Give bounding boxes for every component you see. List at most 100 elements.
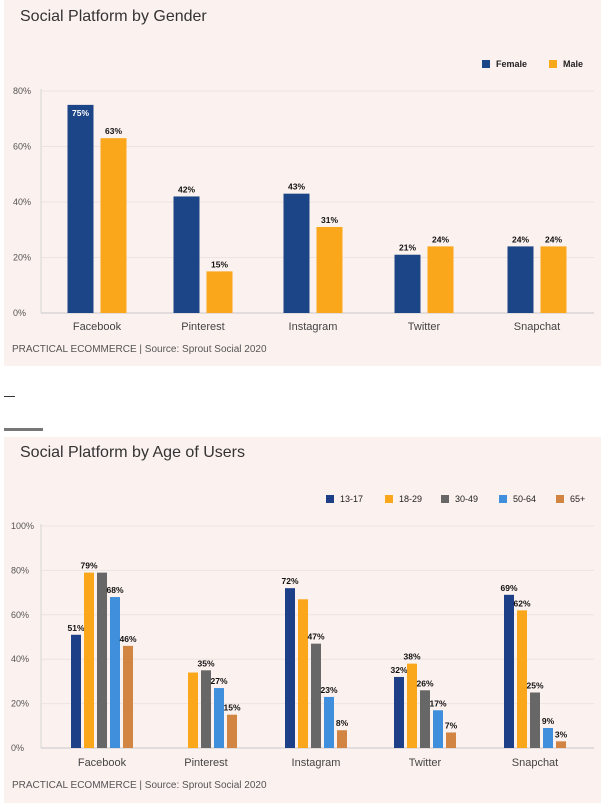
bar: [110, 597, 120, 748]
legend-label: 50-64: [513, 494, 536, 504]
data-label: 62%: [513, 598, 530, 608]
data-label: 79%: [80, 561, 97, 571]
y-tick-label: 40%: [13, 197, 31, 207]
y-tick-label: 60%: [13, 142, 31, 152]
bar: [407, 663, 417, 748]
bar: [504, 594, 514, 748]
bar: [433, 710, 443, 748]
data-label: 46%: [119, 634, 136, 644]
x-tick-label: Facebook: [78, 757, 127, 769]
age-chart-panel: 0% 20% 40% 60% 80% 100% 13-17 18-29 30-49 50-64 65…: [4, 437, 601, 803]
data-label: 72%: [281, 576, 298, 586]
legend-swatch: [326, 495, 334, 503]
bar: [188, 672, 198, 748]
bar: [427, 246, 454, 313]
data-label: 31%: [321, 215, 338, 225]
data-label: 35%: [197, 658, 214, 668]
bar: [556, 741, 566, 748]
data-label: 8%: [336, 718, 349, 728]
data-label: 43%: [288, 182, 305, 192]
data-label: 9%: [542, 716, 555, 726]
y-tick-label: 80%: [11, 565, 29, 575]
x-tick-label: Twitter: [408, 321, 441, 333]
data-label: 68%: [106, 585, 123, 595]
bar: [517, 610, 527, 748]
bar: [285, 588, 295, 748]
legend-swatch: [499, 495, 507, 503]
y-tick-label: 20%: [13, 253, 31, 263]
x-tick-label: Pinterest: [181, 321, 224, 333]
data-label: 63%: [105, 126, 122, 136]
data-label: 24%: [512, 234, 529, 244]
x-tick-label: Facebook: [73, 321, 122, 333]
bar: [540, 246, 567, 313]
data-label: 25%: [526, 681, 543, 691]
bar: [530, 692, 540, 748]
data-label: 42%: [178, 184, 195, 194]
bar: [206, 271, 233, 313]
chart-source: PRACTICAL ECOMMERCE | Source: Sprout Soc…: [12, 780, 267, 791]
bar: [123, 645, 133, 748]
bar: [173, 196, 200, 313]
data-label: 7%: [445, 720, 458, 730]
x-tick-label: Snapchat: [514, 321, 560, 333]
dash-mark: [4, 396, 15, 397]
x-tick-label: Pinterest: [184, 757, 227, 769]
bar: [324, 696, 334, 748]
bar: [420, 690, 430, 748]
legend-label: 18-29: [399, 494, 422, 504]
bar: [543, 728, 553, 748]
data-label: 69%: [500, 583, 517, 593]
data-label: 21%: [399, 243, 416, 253]
bar: [214, 688, 224, 748]
bar: [84, 572, 94, 748]
bar: [97, 572, 107, 748]
bar: [446, 732, 456, 748]
bar: [283, 193, 310, 313]
data-label: 38%: [403, 652, 420, 662]
chart-source: PRACTICAL ECOMMERCE | Source: Sprout Soc…: [12, 344, 267, 355]
y-tick-label: 0%: [13, 308, 26, 318]
bar: [394, 254, 421, 313]
legend-label: 30-49: [455, 494, 478, 504]
data-label: 24%: [545, 234, 562, 244]
legend-label: 13-17: [340, 494, 363, 504]
gender-chart: 0% 20% 40% 60% 80% Female Male 75% 63% Facebook 42…: [13, 59, 594, 333]
gender-chart-panel: 0% 20% 40% 60% 80% Female Male 75% 63% Facebook 42…: [4, 0, 601, 366]
y-tick-label: 40%: [11, 654, 29, 664]
data-label: 26%: [416, 678, 433, 688]
legend-swatch: [556, 495, 564, 503]
y-tick-label: 60%: [11, 610, 29, 620]
bar: [311, 643, 321, 748]
x-tick-label: Instagram: [292, 757, 341, 769]
x-tick-label: Instagram: [289, 321, 338, 333]
data-label: 24%: [432, 234, 449, 244]
legend-label: Male: [563, 59, 583, 69]
bar: [227, 714, 237, 748]
x-tick-label: Snapchat: [512, 757, 558, 769]
bar: [201, 670, 211, 748]
legend-label: Female: [496, 59, 527, 69]
data-label: 75%: [72, 108, 89, 118]
legend-swatch: [482, 60, 490, 68]
chart-title: Social Platform by Gender: [20, 8, 207, 25]
chart-title: Social Platform by Age of Users: [20, 444, 245, 461]
bar: [394, 676, 404, 748]
x-tick-label: Twitter: [409, 757, 442, 769]
data-label: 32%: [390, 665, 407, 675]
legend-swatch: [549, 60, 557, 68]
data-label: 47%: [307, 632, 324, 642]
age-chart: 0% 20% 40% 60% 80% 100% 13-17 18-29 30-49 50-64 65…: [11, 494, 594, 769]
bar: [316, 226, 343, 313]
y-tick-label: 100%: [11, 521, 34, 531]
bar: [298, 599, 308, 748]
data-label: 27%: [210, 676, 227, 686]
bar: [67, 104, 94, 313]
bar: [337, 730, 347, 748]
data-label: 17%: [429, 698, 446, 708]
data-label: 51%: [67, 623, 84, 633]
legend-swatch: [441, 495, 449, 503]
legend-swatch: [385, 495, 393, 503]
y-tick-label: 20%: [11, 699, 29, 709]
section-separator: [4, 428, 43, 431]
